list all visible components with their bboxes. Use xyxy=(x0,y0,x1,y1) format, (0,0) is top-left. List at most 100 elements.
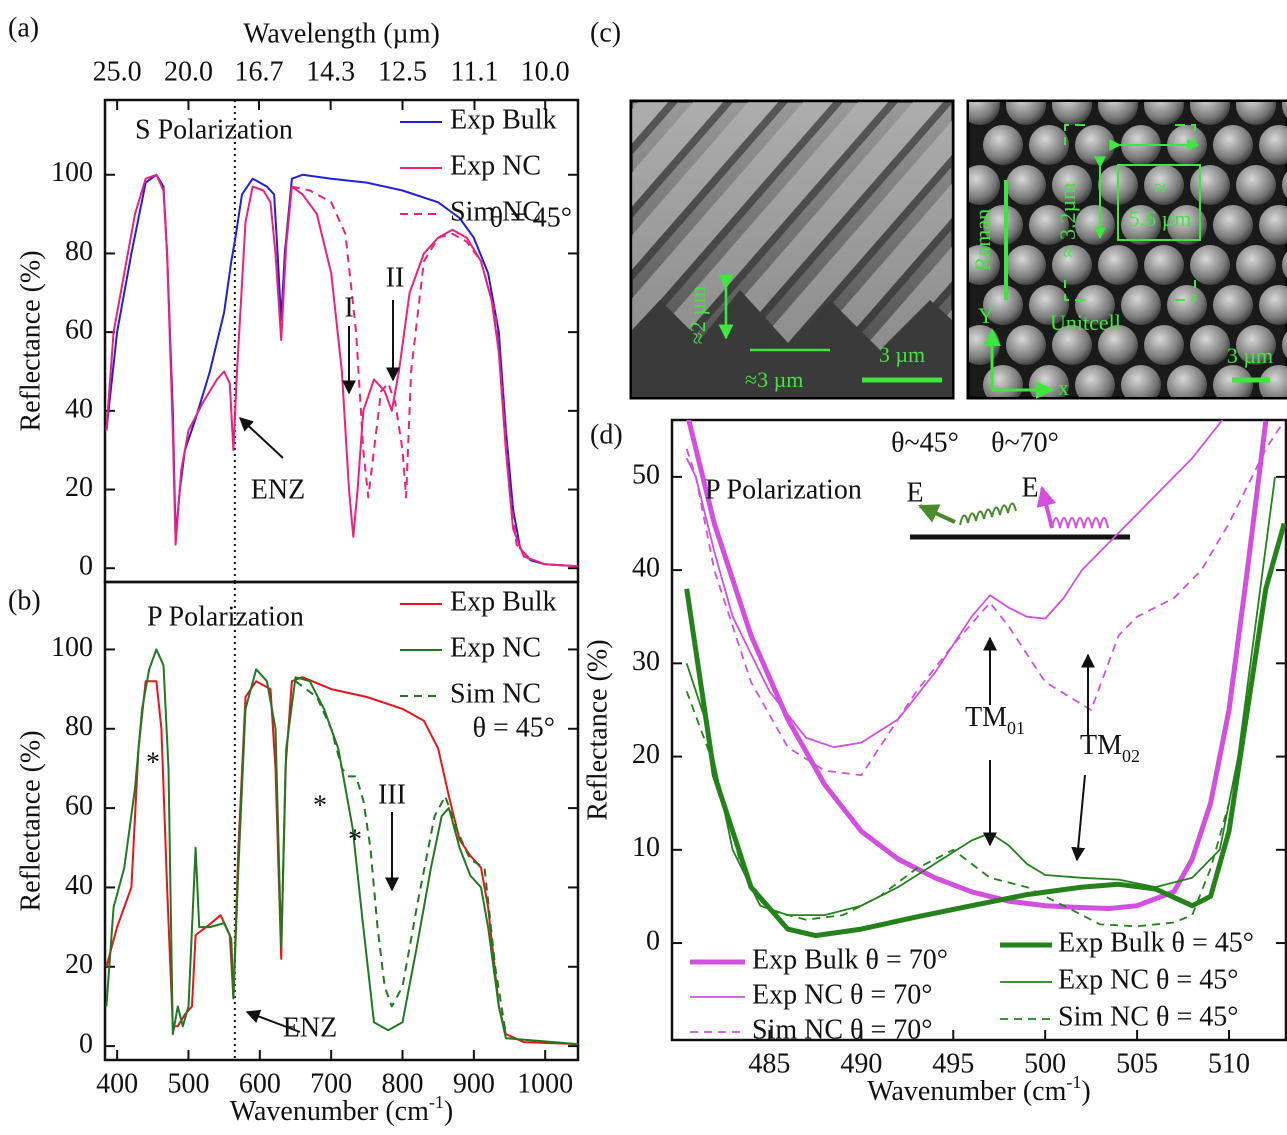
series-line xyxy=(291,185,532,562)
sem-image-left: ≈2 µm ≈3 µm 3 µm xyxy=(355,99,955,400)
particle xyxy=(1282,102,1287,119)
ridge xyxy=(765,183,952,397)
series-line xyxy=(105,676,578,1046)
particle xyxy=(1259,365,1287,397)
particle xyxy=(1282,171,1287,199)
x-tick-label: 700 xyxy=(310,1068,352,1099)
x2-tick-label: 14.3 xyxy=(306,56,355,87)
particle xyxy=(1282,331,1287,359)
x2-tick-label: 11.1 xyxy=(450,56,498,87)
particle xyxy=(1052,165,1092,205)
x-tick-label: 485 xyxy=(748,1048,790,1079)
y-tick-label: 80 xyxy=(65,711,93,742)
particle xyxy=(1167,365,1207,397)
y-tick-label: 20 xyxy=(632,739,660,770)
legend-label: Sim NC xyxy=(450,196,541,227)
sem-label: ≈2 µm xyxy=(685,286,710,344)
legend-label: Exp Bulk xyxy=(450,104,557,135)
annotation: S Polarization xyxy=(135,114,293,145)
legend-label: Exp NC xyxy=(450,150,541,181)
x-tick-label: 490 xyxy=(840,1048,882,1079)
x-tick-label: 1000 xyxy=(517,1068,573,1099)
particle xyxy=(1144,245,1184,285)
particle xyxy=(969,245,1000,285)
y-tick-label: 40 xyxy=(632,553,660,584)
series-line xyxy=(685,690,1230,928)
ridge-shadow xyxy=(632,102,899,397)
x-tick-label: 400 xyxy=(96,1068,138,1099)
annotation: θ = 45° xyxy=(473,712,555,743)
series-line xyxy=(686,420,1269,911)
annotation: TM01 xyxy=(965,702,1025,738)
y-tick-label: 60 xyxy=(65,315,93,346)
plot: 0 20 40 60 80 100 400 500 600 700 800 900 1000 Reflec… xyxy=(15,580,580,1127)
ridge-shadow xyxy=(632,102,679,156)
annotation: * xyxy=(348,824,362,855)
particle xyxy=(1006,325,1046,365)
legend-label: Exp NC xyxy=(450,632,541,663)
y-tick-label: 100 xyxy=(51,157,93,188)
particle xyxy=(1121,205,1161,245)
scale-bar-label: 3 µm xyxy=(879,342,925,367)
plot-frame xyxy=(103,580,580,1062)
ridge xyxy=(820,246,952,397)
y-tick-label: 80 xyxy=(65,236,93,267)
particle xyxy=(1121,365,1161,397)
particle xyxy=(1190,102,1230,125)
particle xyxy=(1282,251,1287,279)
annotation: E xyxy=(1021,472,1038,503)
x-tick-label: 500 xyxy=(1024,1048,1066,1079)
x-axis-title-part: ) xyxy=(444,1096,453,1127)
y-tick-label: 0 xyxy=(79,1029,93,1060)
panel-label: (d) xyxy=(590,419,623,450)
particle xyxy=(969,325,1000,365)
ridge xyxy=(632,102,889,396)
ridge-shadow xyxy=(355,100,625,398)
annotation-part: 01 xyxy=(1007,718,1025,738)
series-line xyxy=(685,420,1224,749)
x-tick-label: 900 xyxy=(453,1068,495,1099)
particle xyxy=(1190,245,1230,285)
annotation: TM02 xyxy=(1080,730,1140,766)
scale-bar-label: 3 µm xyxy=(1227,343,1273,368)
y-tick-label: 40 xyxy=(65,870,93,901)
particle xyxy=(1098,102,1138,125)
y-tick-label: 40 xyxy=(65,393,93,424)
particle xyxy=(1075,125,1115,165)
particle xyxy=(1167,205,1207,245)
particle xyxy=(983,285,1023,325)
series-line xyxy=(684,522,1286,939)
x-tick-label: 800 xyxy=(381,1068,423,1099)
annotation: * xyxy=(313,790,327,821)
particle xyxy=(1052,102,1092,125)
x-tick-label: 600 xyxy=(239,1068,281,1099)
particle xyxy=(1098,325,1138,365)
legend-label: Exp Bulk θ = 45° xyxy=(1058,927,1254,958)
particle xyxy=(983,205,1023,245)
particle xyxy=(1075,365,1115,397)
y-axis-title: Reflectance (%) xyxy=(582,639,613,820)
annotation: θ~70° xyxy=(991,427,1059,458)
legend-label: Sim NC xyxy=(450,678,541,709)
annotation: I xyxy=(344,292,353,323)
particle xyxy=(1029,125,1069,165)
particle xyxy=(1213,125,1253,165)
sem-image-right: Raman ≈ 3.2µm 5.6 µm ≈ Unitcell Y x 3 µm xyxy=(966,99,1287,400)
x2-tick-label: 16.7 xyxy=(234,56,283,87)
annotation-part: 02 xyxy=(1122,746,1140,766)
annotation: * xyxy=(146,747,160,778)
x2-tick-label: 10.0 xyxy=(521,56,570,87)
particle xyxy=(1029,205,1069,245)
sem-label: ≈ 3.2µm xyxy=(1055,183,1080,258)
y-tick-label: 0 xyxy=(646,925,660,956)
particle xyxy=(1259,205,1287,245)
particle xyxy=(1259,285,1287,325)
x-axis-title-part: ) xyxy=(1081,1076,1090,1107)
annotation-part: TM xyxy=(965,702,1007,733)
legend-label: Exp Bulk θ = 70° xyxy=(752,944,948,975)
ridge-shadow xyxy=(795,218,952,397)
arrow xyxy=(245,1009,301,1033)
particle xyxy=(1144,102,1184,125)
